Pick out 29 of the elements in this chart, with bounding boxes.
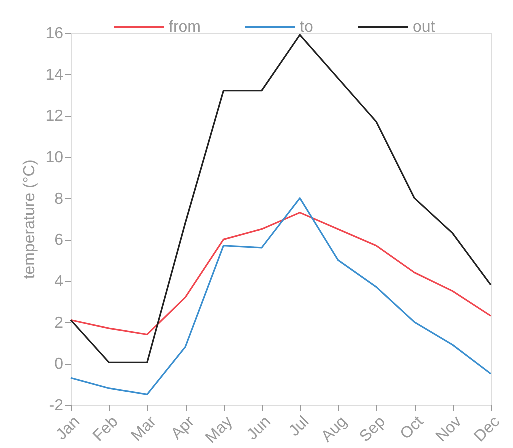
x-tick-label: Nov — [433, 414, 466, 446]
x-tick-label: Aug — [318, 414, 351, 446]
x-tick-label: Mar — [128, 413, 160, 446]
legend-label: from — [169, 19, 201, 36]
y-tick-label: 0 — [54, 356, 64, 374]
y-tick-label: -2 — [49, 398, 64, 414]
y-tick-label: 8 — [54, 190, 64, 208]
x-tick-label: Dec — [471, 414, 504, 446]
x-tick-label: Sep — [356, 413, 390, 446]
y-tick-label: 2 — [54, 314, 64, 332]
y-tick-label: 12 — [46, 108, 64, 126]
line-series — [70, 34, 492, 364]
x-tick-label: Jul — [286, 414, 313, 440]
y-tick-label: 14 — [46, 66, 64, 84]
x-tick-label: Jan — [53, 414, 84, 444]
x-tick-label: Feb — [90, 413, 122, 446]
y-axis-title: temperature (°C) — [22, 160, 39, 280]
line-series — [70, 212, 492, 336]
y-tick-label: 6 — [54, 232, 64, 250]
x-tick-label: May — [202, 414, 236, 447]
legend-label: to — [300, 19, 314, 36]
y-tick-label: 10 — [46, 150, 64, 166]
y-tick-label: 4 — [54, 274, 64, 290]
legend-label: out — [413, 19, 436, 36]
x-tick-label: Oct — [398, 413, 428, 444]
x-tick-label: Apr — [168, 413, 199, 444]
y-tick-label: 16 — [46, 26, 64, 42]
line-series — [70, 198, 492, 396]
x-tick-label: Jun — [244, 414, 274, 444]
